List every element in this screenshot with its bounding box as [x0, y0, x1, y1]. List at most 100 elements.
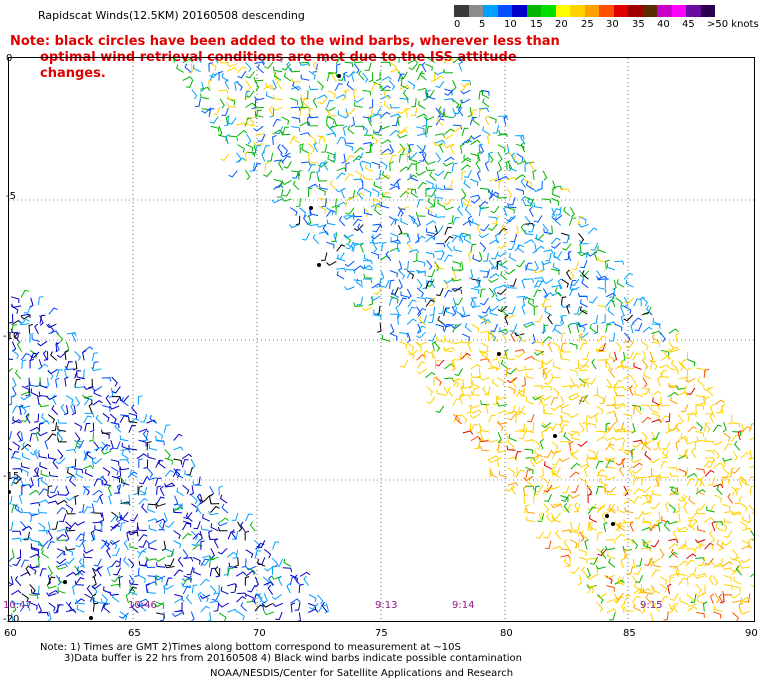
wind-barb [282, 126, 289, 136]
wind-barb [480, 188, 490, 194]
wind-barb [470, 303, 481, 309]
wind-barb [697, 525, 706, 533]
wind-barb [712, 575, 719, 586]
wind-barb [65, 546, 76, 551]
wind-barb [576, 322, 581, 333]
wind-barb [372, 199, 381, 209]
wind-barb [416, 269, 427, 274]
wind-barb [224, 79, 230, 90]
wind-barb [491, 189, 499, 199]
wind-barb [408, 144, 414, 154]
wind-barb [551, 441, 559, 451]
time-label: 10:46 [128, 600, 157, 611]
wind-barb [573, 522, 581, 532]
wind-barb [497, 305, 508, 313]
wind-barb [217, 526, 228, 532]
wind-barb [578, 333, 584, 343]
wind-barb [353, 265, 364, 272]
wind-barb [138, 486, 147, 495]
wind-barb [380, 269, 385, 281]
wind-barb [461, 127, 469, 137]
wind-barb [660, 595, 669, 604]
wind-barb [532, 243, 537, 254]
wind-barb [375, 278, 382, 288]
wind-barb [345, 162, 351, 172]
wind-barb [476, 368, 481, 379]
lon-label: 75 [375, 628, 388, 639]
wind-barb [345, 107, 356, 115]
wind-barb [670, 486, 679, 495]
wind-barb [504, 348, 509, 360]
wind-barb [64, 350, 69, 361]
wind-barb [397, 134, 408, 139]
wind-barb [483, 269, 490, 278]
wind-barb [425, 220, 437, 226]
wind-barb [281, 179, 292, 186]
wind-barb [632, 352, 641, 361]
wind-barb [588, 558, 598, 563]
wind-barb [596, 405, 604, 415]
wind-barb [461, 171, 466, 181]
wind-barb [344, 144, 353, 152]
wind-barb [444, 226, 452, 235]
map-title: Rapidscat Winds(12.5KM) 20160508 descend… [38, 9, 305, 22]
wind-barb [606, 436, 617, 441]
wind-barb [209, 71, 220, 79]
wind-barb [632, 467, 643, 474]
wind-barb [660, 349, 670, 357]
wind-barb [11, 537, 22, 543]
wind-barb [715, 523, 724, 532]
wind-barb [373, 181, 382, 190]
wind-barb [542, 288, 549, 299]
wind-barb [434, 250, 445, 255]
wind-barb [293, 574, 300, 585]
wind-barb [503, 115, 508, 126]
wind-barb [641, 603, 646, 614]
wind-barb [578, 366, 589, 372]
wind-barb [190, 494, 198, 505]
wind-barb [200, 605, 210, 613]
wind-barb [370, 295, 381, 301]
wind-barb [138, 458, 143, 468]
wind-barb [660, 372, 670, 379]
wind-barb [56, 351, 67, 358]
wind-barb [182, 578, 191, 587]
wind-barb [197, 58, 202, 64]
wind-barb [47, 576, 56, 585]
wind-barb [345, 155, 355, 163]
wind-barb [478, 233, 490, 239]
wind-barb [470, 194, 481, 199]
wind-barb [174, 598, 185, 604]
wind-barb [521, 377, 526, 387]
wind-barb [652, 585, 661, 594]
wind-barb [530, 456, 536, 468]
wind-barb [415, 211, 426, 217]
wind-barb [587, 585, 596, 594]
wind-barb [55, 565, 67, 570]
wind-barb [643, 541, 652, 549]
wind-barb [520, 178, 527, 189]
wind-barb [175, 470, 184, 479]
wind-barb [605, 324, 612, 333]
wind-barb [390, 323, 395, 335]
wind-barb [245, 102, 256, 108]
wind-barb [740, 596, 750, 604]
wind-barb [640, 404, 650, 410]
wind-barb [129, 531, 139, 537]
wind-barb [273, 184, 284, 191]
wind-barb [370, 135, 378, 145]
wind-barb [649, 457, 661, 464]
wind-barb [138, 539, 147, 548]
wind-barb [577, 574, 583, 586]
wind-barb [397, 206, 404, 217]
wind-barb [317, 177, 328, 182]
wind-barb [308, 158, 319, 164]
wind-barb [65, 509, 76, 515]
wind-barb [37, 431, 48, 437]
wind-barb [416, 199, 424, 208]
wind-barb [561, 347, 571, 353]
wind-barb [583, 394, 590, 405]
wind-barb [560, 354, 570, 361]
wind-barb [91, 457, 97, 468]
wind-barb [76, 566, 84, 576]
